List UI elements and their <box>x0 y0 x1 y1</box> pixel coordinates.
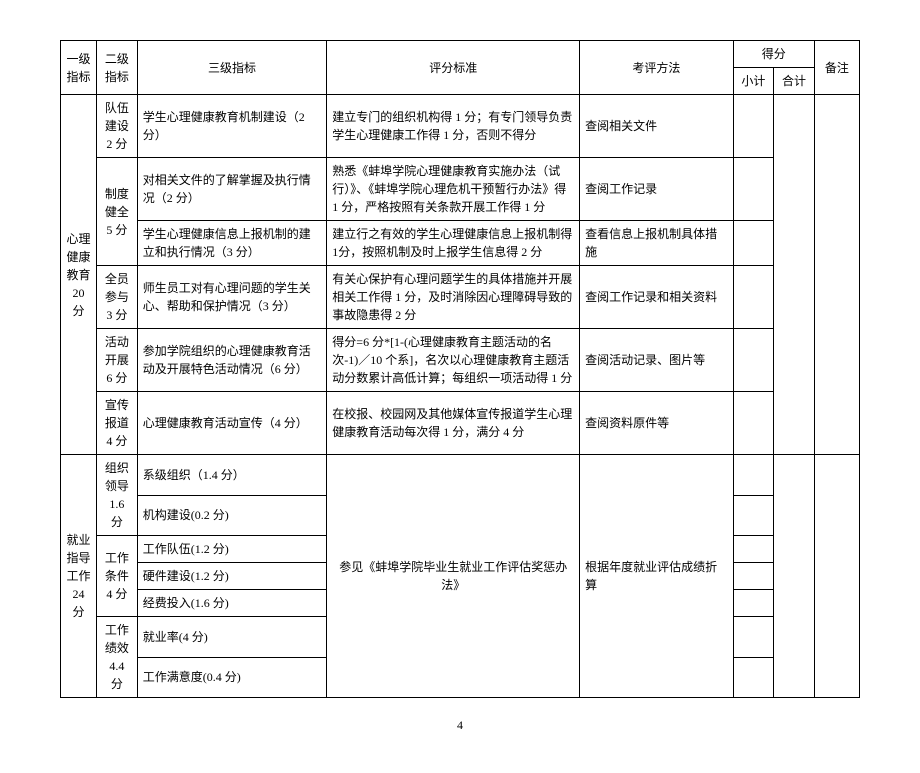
cell-sub <box>733 563 774 590</box>
hdr-l1: 一级指标 <box>61 41 97 95</box>
sec1-g3-l2: 全员参与3 分 <box>97 266 138 329</box>
sec1-g2b-crit: 建立行之有效的学生心理健康信息上报机制得 1分，按照机制及时上报学生信息得 2 … <box>327 221 580 266</box>
sec1-g5-crit: 在校报、校园网及其他媒体宣传报道学生心理健康教育活动每次得 1 分，满分 4 分 <box>327 392 580 455</box>
sec2-l1: 就业指导工作24 分 <box>61 455 97 698</box>
cell-note <box>814 95 859 455</box>
sec1-g4-l3: 参加学院组织的心理健康教育活动及开展特色活动情况（6 分） <box>137 329 327 392</box>
sec2-crit: 参见《蚌埠学院毕业生就业工作评估奖惩办法》 <box>327 455 580 698</box>
cell-sub <box>733 329 774 392</box>
sec1-g3-meth: 查阅工作记录和相关资料 <box>580 266 733 329</box>
hdr-meth: 考评方法 <box>580 41 733 95</box>
sec1-g2a-l3: 对相关文件的了解掌握及执行情况（2 分） <box>137 158 327 221</box>
sec1-g1-l3: 学生心理健康教育机制建设（2分） <box>137 95 327 158</box>
hdr-crit: 评分标准 <box>327 41 580 95</box>
sec1-g5-meth: 查阅资料原件等 <box>580 392 733 455</box>
cell-sub <box>733 158 774 221</box>
sec1-g4-meth: 查阅活动记录、图片等 <box>580 329 733 392</box>
sec2-g1a-l3: 系级组织（1.4 分） <box>137 455 327 496</box>
cell-sub <box>733 266 774 329</box>
hdr-note: 备注 <box>814 41 859 95</box>
hdr-l3: 三级指标 <box>137 41 327 95</box>
hdr-score: 得分 <box>733 41 814 68</box>
cell-tot <box>774 95 815 455</box>
cell-note <box>814 455 859 698</box>
sec2-g2c-l3: 经费投入(1.6 分) <box>137 590 327 617</box>
cell-sub <box>733 536 774 563</box>
hdr-sub: 小计 <box>733 68 774 95</box>
sec2-g2b-l3: 硬件建设(1.2 分) <box>137 563 327 590</box>
sec1-g1-l2: 队伍建设2 分 <box>97 95 138 158</box>
sec2-g2a-l3: 工作队伍(1.2 分) <box>137 536 327 563</box>
cell-sub <box>733 495 774 536</box>
sec1-g5-l2: 宣传报道4 分 <box>97 392 138 455</box>
sec1-g2b-l3: 学生心理健康信息上报机制的建立和执行情况（3 分） <box>137 221 327 266</box>
sec1-g4-l2: 活动开展6 分 <box>97 329 138 392</box>
sec2-g3-l2: 工作绩效4.4 分 <box>97 617 138 698</box>
sec1-g2-l2: 制度健全5 分 <box>97 158 138 266</box>
eval-table: 一级指标 二级指标 三级指标 评分标准 考评方法 得分 备注 小计 合计 心理健… <box>60 40 860 698</box>
sec1-g3-crit: 有关心保护有心理问题学生的具体措施并开展相关工作得 1 分，及时消除因心理障碍导… <box>327 266 580 329</box>
sec2-g2-l2: 工作条件4 分 <box>97 536 138 617</box>
cell-sub <box>733 392 774 455</box>
hdr-tot: 合计 <box>774 68 815 95</box>
sec1-g3-l3: 师生员工对有心理问题的学生关心、帮助和保护情况（3 分） <box>137 266 327 329</box>
sec1-g5-l3: 心理健康教育活动宣传（4 分） <box>137 392 327 455</box>
hdr-l2: 二级指标 <box>97 41 138 95</box>
sec2-g1-l2: 组织领导1.6 分 <box>97 455 138 536</box>
sec2-g3b-l3: 工作满意度(0.4 分) <box>137 657 327 698</box>
sec1-g4-crit: 得分=6 分*[1-(心理健康教育主题活动的名次-1)／10 个系]，名次以心理… <box>327 329 580 392</box>
page-number: 4 <box>60 718 860 733</box>
cell-sub <box>733 95 774 158</box>
sec1-g2b-meth: 查看信息上报机制具体措施 <box>580 221 733 266</box>
sec1-g1-crit: 建立专门的组织机构得 1 分；有专门领导负责学生心理健康工作得 1 分，否则不得… <box>327 95 580 158</box>
cell-sub <box>733 221 774 266</box>
cell-sub <box>733 590 774 617</box>
sec2-meth: 根据年度就业评估成绩折算 <box>580 455 733 698</box>
sec2-g1b-l3: 机构建设(0.2 分) <box>137 495 327 536</box>
cell-tot <box>774 455 815 698</box>
sec1-g1-meth: 查阅相关文件 <box>580 95 733 158</box>
cell-sub <box>733 455 774 496</box>
sec1-l1: 心理健康教育20 分 <box>61 95 97 455</box>
sec1-g2a-crit: 熟悉《蚌埠学院心理健康教育实施办法（试行）》、《蚌埠学院心理危机干预暂行办法》得… <box>327 158 580 221</box>
sec1-g2a-meth: 查阅工作记录 <box>580 158 733 221</box>
cell-sub <box>733 657 774 698</box>
